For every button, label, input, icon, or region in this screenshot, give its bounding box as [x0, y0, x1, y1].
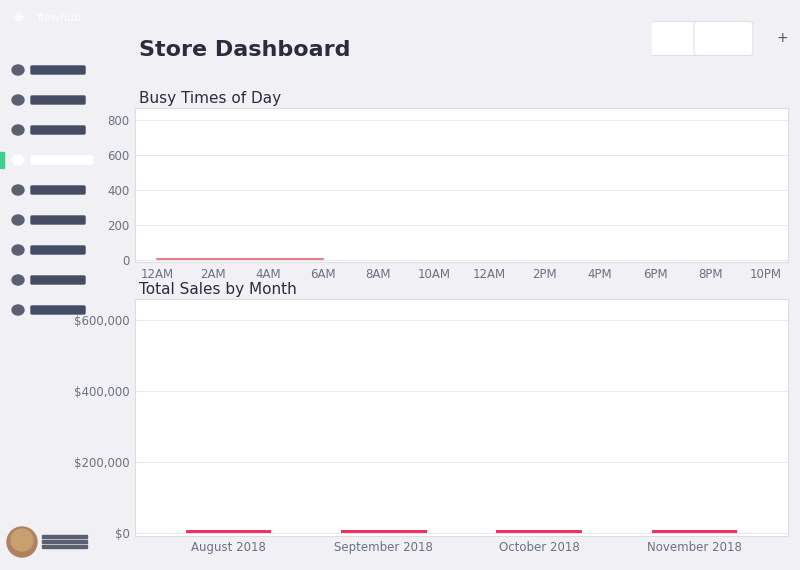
Ellipse shape: [11, 529, 33, 551]
FancyBboxPatch shape: [31, 216, 85, 224]
Ellipse shape: [12, 155, 24, 165]
Ellipse shape: [12, 275, 24, 285]
Bar: [497, 530, 582, 533]
FancyBboxPatch shape: [31, 276, 85, 284]
Bar: [652, 530, 738, 533]
Bar: [186, 530, 271, 533]
Ellipse shape: [12, 215, 24, 225]
FancyBboxPatch shape: [31, 156, 93, 164]
Ellipse shape: [12, 125, 24, 135]
Ellipse shape: [12, 185, 24, 195]
Text: Store Dashboard: Store Dashboard: [139, 40, 350, 60]
Bar: [0, 152, 4, 168]
FancyBboxPatch shape: [31, 66, 85, 74]
FancyBboxPatch shape: [31, 306, 85, 314]
Ellipse shape: [12, 65, 24, 75]
Text: +: +: [776, 31, 788, 46]
Text: Total Sales by Month: Total Sales by Month: [139, 282, 297, 297]
Text: ❋: ❋: [12, 11, 24, 25]
Bar: [42, 539, 87, 543]
Ellipse shape: [12, 95, 24, 105]
Bar: [42, 535, 87, 538]
FancyBboxPatch shape: [645, 21, 704, 55]
FancyBboxPatch shape: [694, 21, 753, 55]
FancyBboxPatch shape: [31, 246, 85, 254]
FancyBboxPatch shape: [31, 96, 85, 104]
Text: flowhub: flowhub: [38, 13, 82, 23]
FancyBboxPatch shape: [31, 186, 85, 194]
Text: Busy Times of Day: Busy Times of Day: [139, 91, 281, 106]
Ellipse shape: [12, 245, 24, 255]
Ellipse shape: [12, 305, 24, 315]
Bar: [42, 544, 87, 548]
Bar: [341, 530, 426, 533]
FancyBboxPatch shape: [31, 126, 85, 134]
Ellipse shape: [7, 527, 37, 557]
